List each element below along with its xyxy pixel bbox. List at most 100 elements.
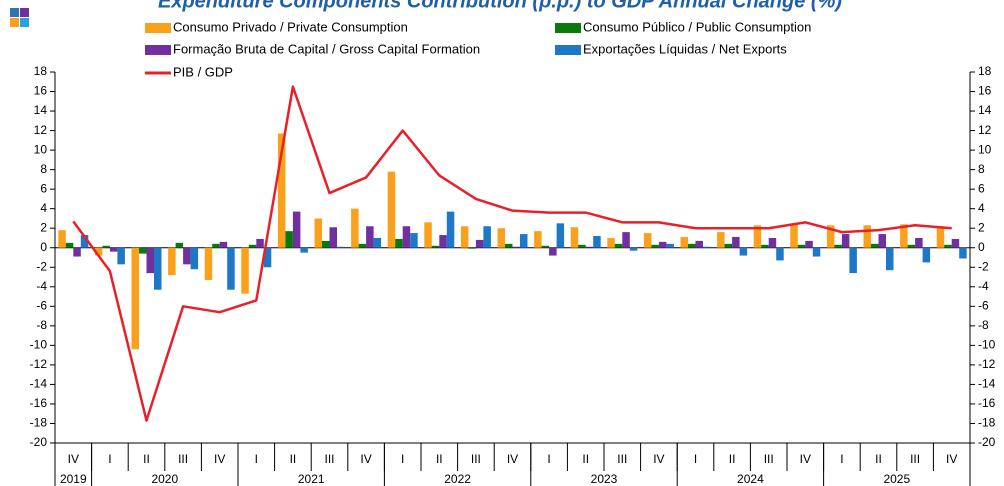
x-tick-label: IV — [946, 452, 957, 466]
bar — [139, 247, 147, 254]
y-tick-label: 6 — [40, 181, 47, 195]
x-tick-label: III — [764, 452, 774, 466]
y2-tick-label: 14 — [978, 103, 992, 117]
x-tick-label: I — [255, 452, 258, 466]
bar — [790, 223, 798, 248]
x-group-label: 2023 — [591, 472, 618, 486]
logo-square — [10, 18, 19, 27]
y2-tick-label: -12 — [978, 357, 996, 371]
bar — [94, 247, 103, 256]
y2-tick-label: -16 — [978, 396, 996, 410]
y-tick-label: -16 — [30, 396, 48, 410]
y2-tick-label: 8 — [978, 162, 985, 176]
bar — [241, 247, 249, 294]
y2-tick-label: -18 — [978, 416, 996, 430]
bar — [131, 247, 139, 350]
x-tick-label: I — [694, 452, 697, 466]
bar — [688, 243, 696, 248]
bar — [183, 247, 191, 265]
bar — [351, 208, 359, 248]
line — [72, 85, 952, 422]
y-tick-label: -14 — [30, 377, 48, 391]
bar — [322, 240, 330, 248]
bar — [593, 236, 601, 248]
bar — [190, 247, 199, 270]
y2-tick-label: 16 — [978, 84, 992, 98]
bar — [65, 242, 74, 248]
bar — [732, 236, 740, 248]
bar — [724, 243, 733, 248]
bar — [168, 247, 176, 276]
legend-swatch — [145, 45, 171, 55]
x-tick-label: III — [324, 452, 334, 466]
x-tick-label: III — [910, 452, 920, 466]
legend-swatch — [145, 23, 171, 33]
bar — [812, 247, 821, 257]
logo — [10, 8, 29, 27]
bar — [475, 239, 484, 248]
y-tick-label: -12 — [30, 357, 48, 371]
x-tick-label: II — [582, 452, 589, 466]
x-tick-label: I — [401, 452, 404, 466]
x-group-label: 2019 — [60, 472, 87, 486]
bar — [460, 226, 469, 248]
bar — [497, 228, 505, 248]
legend-swatch — [555, 23, 581, 33]
bar — [483, 226, 491, 248]
x-tick-label: I — [547, 452, 550, 466]
y-tick-label: -4 — [36, 279, 47, 293]
logo-square — [20, 8, 29, 17]
bar — [395, 238, 403, 248]
bar — [680, 236, 688, 248]
bar — [841, 234, 850, 248]
y-tick-label: 16 — [34, 84, 48, 98]
bar — [959, 247, 967, 259]
y-tick-label: 12 — [34, 123, 48, 137]
y-tick-label: -6 — [36, 298, 47, 312]
y-tick-label: -20 — [30, 435, 48, 449]
bar — [761, 244, 769, 248]
legend-label: Exportações Líquidas / Net Exports — [583, 41, 787, 56]
y2-tick-label: -8 — [978, 318, 989, 332]
y2-tick-label: 4 — [978, 201, 985, 215]
bar — [300, 247, 308, 253]
x-tick-label: II — [290, 452, 297, 466]
bar — [739, 247, 748, 256]
x-tick-label: IV — [507, 452, 518, 466]
bar — [154, 247, 162, 290]
bar — [175, 242, 184, 248]
bar — [622, 232, 630, 248]
bar — [805, 240, 813, 248]
bar — [212, 243, 220, 248]
y-tick-label: -10 — [30, 338, 48, 352]
logo-square — [20, 18, 29, 27]
logo-square — [10, 8, 19, 17]
x-tick-label: IV — [800, 452, 811, 466]
x-tick-label: IV — [214, 452, 225, 466]
bar — [643, 233, 652, 248]
bar — [768, 237, 777, 248]
bar — [915, 237, 923, 248]
x-tick-label: III — [178, 452, 188, 466]
bar — [541, 245, 550, 248]
y2-tick-label: -14 — [978, 377, 996, 391]
y-tick-label: -2 — [36, 259, 47, 273]
x-group-label: 2021 — [298, 472, 325, 486]
bar — [871, 243, 879, 248]
bar — [117, 247, 125, 265]
y2-tick-label: 2 — [978, 220, 985, 234]
bar — [314, 218, 322, 248]
bar — [826, 225, 835, 248]
bar — [505, 243, 513, 248]
y-tick-label: 4 — [40, 201, 47, 215]
x-tick-label: II — [143, 452, 150, 466]
bar — [329, 227, 337, 248]
y-tick-label: 10 — [34, 142, 48, 156]
bar — [446, 211, 455, 248]
x-tick-label: II — [875, 452, 882, 466]
bar — [248, 244, 257, 248]
x-group-label: 2022 — [444, 472, 471, 486]
bar — [907, 244, 916, 248]
